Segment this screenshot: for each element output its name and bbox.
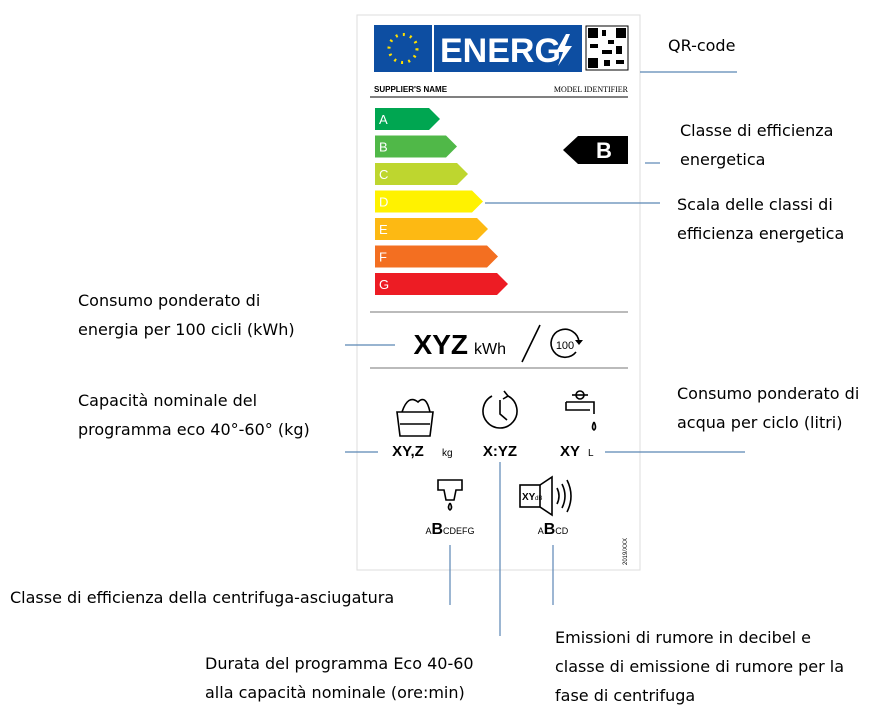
slash	[521, 324, 541, 363]
cycle-icon	[550, 328, 580, 359]
water-value: XY	[560, 443, 580, 460]
capacity-value: XY,Z	[392, 443, 424, 460]
annotation: Classe di efficienza della centrifuga-as…	[10, 588, 394, 607]
rating-arrow	[563, 136, 628, 164]
annotation: alla capacità nominale (ore:min)	[205, 683, 465, 702]
annotation: classe di emissione di rumore per la	[555, 657, 844, 676]
annotation: Consumo ponderato di	[78, 291, 260, 310]
annotation: acqua per ciclo (litri)	[677, 413, 842, 432]
annotation: efficienza energetica	[677, 224, 844, 243]
duration-value: X:YZ	[483, 443, 517, 460]
qr-code	[585, 25, 629, 71]
eu-flag	[374, 25, 432, 72]
class-letter: C	[379, 167, 388, 182]
water-unit: L	[588, 448, 594, 459]
regulation: 2019/XXX	[623, 538, 629, 565]
spin-after: CDEFG	[443, 526, 475, 536]
spin-scale: ABCDEFG	[425, 521, 474, 538]
class-bar	[375, 245, 498, 268]
bolt	[556, 34, 572, 66]
clock-icon	[482, 390, 518, 429]
eu-stars	[387, 33, 419, 64]
noise-before: A	[538, 526, 544, 536]
annotation: Classe di efficienza	[680, 121, 833, 140]
annotation: Scala delle classi di	[677, 195, 833, 214]
cycles: 100	[556, 340, 574, 352]
annotation: Emissioni di rumore in decibel e	[555, 628, 811, 647]
annotation: energetica	[680, 150, 765, 169]
noise-unit: dB	[535, 496, 542, 502]
class-letter: E	[379, 222, 388, 237]
spin-class: B	[431, 521, 443, 538]
noise-class: B	[544, 521, 556, 538]
model: MODEL IDENTIFIER	[554, 85, 629, 94]
annotation: fase di centrifuga	[555, 686, 695, 705]
laundry-icon	[396, 398, 434, 437]
annotation: programma eco 40°-60° (kg)	[78, 420, 310, 439]
class-bar	[375, 273, 508, 295]
noise-after: CD	[555, 526, 568, 536]
capacity-unit: kg	[442, 448, 453, 459]
class-bar	[375, 218, 488, 240]
speaker-icon	[519, 475, 572, 517]
energy-word: ENERG	[440, 32, 561, 70]
class-bar	[375, 163, 468, 185]
cycle-arrow	[575, 340, 583, 345]
connectors	[345, 71, 745, 636]
annotation: energia per 100 cicli (kWh)	[78, 320, 295, 339]
class-bar	[375, 135, 457, 158]
spin-icon	[437, 479, 463, 511]
annotation: Durata del programma Eco 40-60	[205, 654, 474, 673]
class-letter: A	[379, 112, 388, 127]
spin-before: A	[425, 526, 431, 536]
class-bar	[375, 108, 440, 130]
energy-value: XYZ	[414, 329, 468, 360]
class-letter: G	[379, 277, 389, 292]
tap-icon	[565, 390, 597, 431]
supplier: SUPPLIER'S NAME	[374, 85, 448, 94]
class-letter: B	[379, 140, 388, 155]
noise-scale: ABCD	[538, 521, 569, 538]
annotation: Capacità nominale del	[78, 391, 257, 410]
rating-letter: B	[596, 138, 612, 163]
class-bar	[375, 190, 483, 213]
annotation: Consumo ponderato di	[677, 384, 859, 403]
energy-unit: kWh	[474, 341, 506, 358]
class-letter: F	[379, 250, 387, 265]
annotation: QR-code	[668, 36, 735, 55]
noise-value: XY	[522, 492, 536, 503]
energy-band	[434, 25, 582, 72]
class-letter: D	[379, 195, 388, 210]
